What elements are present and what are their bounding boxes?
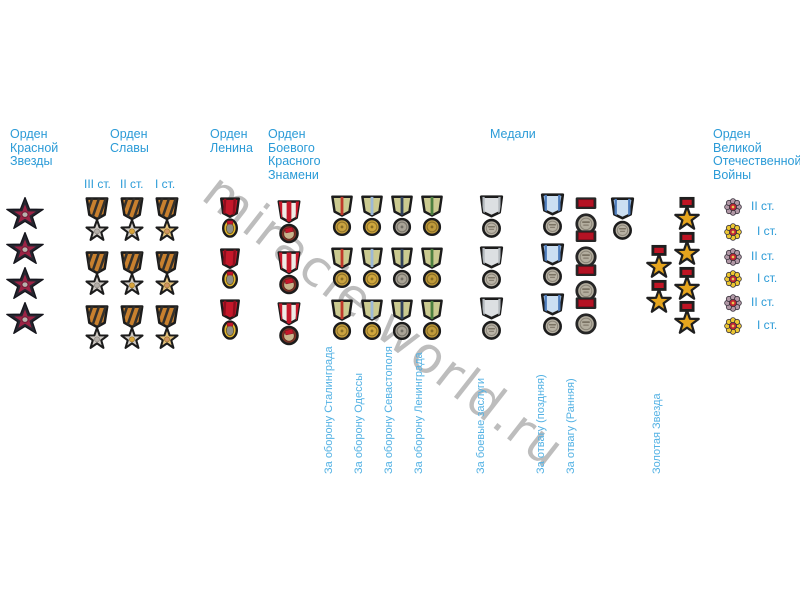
- header-order-patriotic-war: Орден Великой Отечественной Войны: [713, 127, 800, 182]
- medal-name-label: За оборону Одессы: [353, 373, 365, 474]
- valor-late-medal-icon: [537, 293, 568, 338]
- defense-sevastopol-medal-icon: [388, 299, 416, 341]
- defense-stalingrad-medal-icon: [328, 299, 356, 341]
- defense-odessa-medal-icon: [358, 247, 386, 289]
- red-star-order-icon: [5, 301, 45, 335]
- patriotic-war-1st-icon: [723, 269, 743, 289]
- lenin-order-icon: [214, 299, 246, 341]
- grade-label: I ст.: [155, 177, 176, 191]
- grade-label: II ст.: [751, 249, 775, 263]
- glory-order-2nd-icon: [115, 304, 149, 350]
- defense-odessa-medal-icon: [358, 195, 386, 237]
- medal-name-label: Золотая Звезда: [651, 393, 663, 474]
- header-order-lenin: Орден Ленина: [210, 127, 253, 155]
- valor-late-medal-icon: [537, 193, 568, 238]
- grade-label: I ст.: [757, 224, 778, 238]
- glory-order-2nd-icon: [115, 250, 149, 296]
- defense-leningrad-medal-icon: [418, 299, 446, 341]
- grade-label: II ст.: [751, 295, 775, 309]
- grade-label: II ст.: [120, 177, 144, 191]
- red-banner-order-icon: [272, 301, 306, 347]
- defense-stalingrad-medal-icon: [328, 247, 356, 289]
- header-order-glory: Орден Славы: [110, 127, 149, 155]
- medal-name-label: За отвагу (Ранняя): [565, 378, 577, 474]
- grade-label: I ст.: [757, 271, 778, 285]
- gold-star-medal-icon: [671, 196, 703, 232]
- patriotic-war-1st-icon: [723, 222, 743, 242]
- glory-order-1st-icon: [150, 304, 184, 350]
- medal-name-label: За оборону Сталинграда: [323, 346, 335, 474]
- defense-leningrad-medal-icon: [418, 247, 446, 289]
- medal-name-label: За оборону Севастополя: [383, 346, 395, 474]
- patriotic-war-2nd-icon: [723, 197, 743, 217]
- valor-late-medal-icon: [537, 243, 568, 288]
- glory-order-1st-icon: [150, 250, 184, 296]
- medal-name-label: За оборону Ленинграда: [413, 352, 425, 474]
- red-banner-order-icon: [272, 250, 306, 296]
- gold-star-medal-icon: [671, 231, 703, 267]
- header-order-red-star: Орден Красной Звезды: [10, 127, 59, 168]
- valor-late-medal-icon: [607, 197, 638, 242]
- glory-order-3rd-icon: [80, 250, 114, 296]
- gold-star-medal-icon: [643, 244, 675, 280]
- red-star-order-icon: [5, 266, 45, 300]
- lenin-order-icon: [214, 197, 246, 239]
- gold-star-medal-icon: [671, 266, 703, 302]
- glory-order-3rd-icon: [80, 196, 114, 242]
- glory-order-2nd-icon: [115, 196, 149, 242]
- gold-star-medal-icon: [671, 300, 703, 336]
- glory-order-1st-icon: [150, 196, 184, 242]
- combat-merit-medal-icon: [476, 246, 507, 291]
- grade-label: I ст.: [757, 318, 778, 332]
- grade-label: III ст.: [84, 177, 111, 191]
- red-banner-order-icon: [272, 199, 306, 245]
- combat-merit-medal-icon: [476, 195, 507, 240]
- combat-merit-medal-icon: [476, 297, 507, 342]
- defense-leningrad-medal-icon: [418, 195, 446, 237]
- grade-label: II ст.: [751, 199, 775, 213]
- defense-sevastopol-medal-icon: [388, 247, 416, 289]
- defense-stalingrad-medal-icon: [328, 195, 356, 237]
- red-star-order-icon: [5, 196, 45, 230]
- red-star-order-icon: [5, 231, 45, 265]
- medal-name-label: За отвагу (поздняя): [535, 374, 547, 474]
- lenin-order-icon: [214, 248, 246, 290]
- gold-star-medal-icon: [643, 279, 675, 315]
- patriotic-war-2nd-icon: [723, 247, 743, 267]
- patriotic-war-2nd-icon: [723, 293, 743, 313]
- header-order-red-banner: Орден Боевого Красного Знамени: [268, 127, 321, 182]
- defense-odessa-medal-icon: [358, 299, 386, 341]
- glory-order-3rd-icon: [80, 304, 114, 350]
- patriotic-war-1st-icon: [723, 316, 743, 336]
- valor-early-medal-icon: [571, 295, 601, 336]
- medal-name-label: За боевые заслуги: [475, 377, 487, 474]
- header-medals: Медали: [490, 127, 536, 141]
- defense-sevastopol-medal-icon: [388, 195, 416, 237]
